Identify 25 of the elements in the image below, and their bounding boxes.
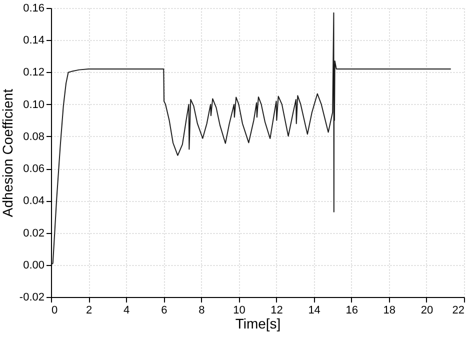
y-axis-title: Adhesion Coefficient: [0, 88, 16, 218]
y-tick-label: 0.14: [23, 34, 44, 47]
x-tick-label: 4: [124, 304, 130, 316]
x-axis-title: Time[s]: [235, 316, 281, 332]
x-tick-label: 14: [308, 304, 320, 316]
x-tick-label: 16: [346, 304, 358, 316]
x-tick-label: 2: [86, 304, 92, 316]
y-tick-label: 0.10: [23, 98, 44, 111]
x-tick-label: 22: [452, 304, 464, 316]
x-tick-label: 12: [270, 304, 283, 316]
y-tick-label: 0.06: [23, 163, 44, 176]
y-tick-label: -0.02: [19, 292, 44, 304]
y-tick-label: 0.12: [23, 66, 44, 79]
y-tick-label: 0.04: [23, 195, 44, 208]
y-tick-label: 0.00: [23, 259, 44, 272]
y-tick-label: 0.02: [23, 227, 44, 240]
y-tick-label: 0.16: [23, 2, 44, 14]
x-tick-label: 20: [420, 304, 434, 316]
line-series: [50, 12, 452, 266]
x-tick-label: 10: [233, 304, 246, 316]
x-tick-label: 0: [52, 304, 58, 316]
x-tick-label: 6: [161, 304, 168, 316]
y-tick-label: 0.08: [23, 130, 44, 143]
x-tick-label: 8: [198, 304, 205, 316]
x-tick-label: 18: [383, 304, 396, 316]
